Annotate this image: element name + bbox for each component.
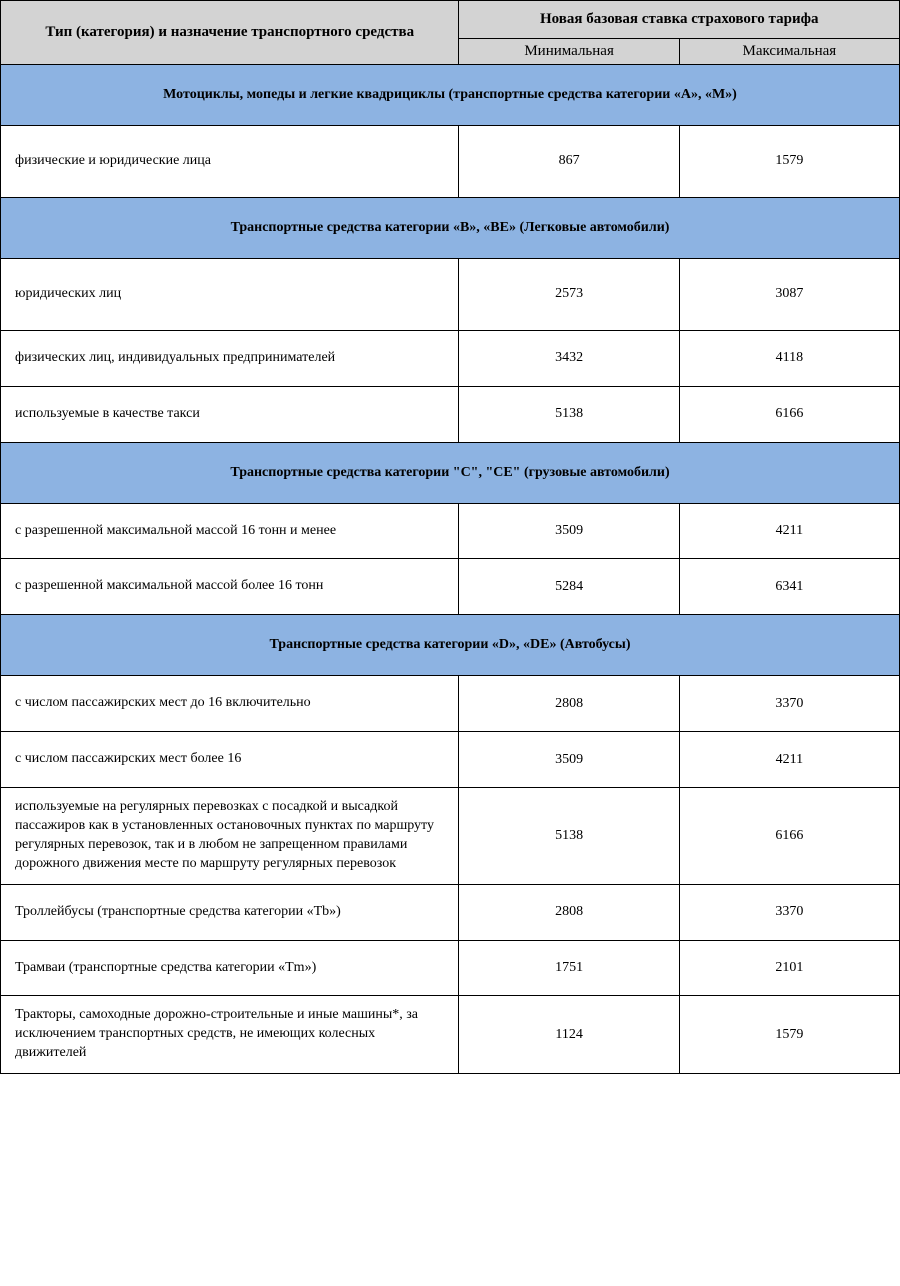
table-row: юридических лиц25733087	[1, 258, 900, 330]
row-label: юридических лиц	[1, 258, 459, 330]
section-title: Транспортные средства категории "С", "СЕ…	[1, 442, 900, 503]
table-row: с числом пассажирских мест до 16 включит…	[1, 676, 900, 732]
table-row: с разрешенной максимальной массой 16 тон…	[1, 503, 900, 559]
row-label: используемые на регулярных перевозках с …	[1, 788, 459, 885]
table-row: используемые в качестве такси51386166	[1, 386, 900, 442]
row-label: Тракторы, самоходные дорожно-строительны…	[1, 996, 459, 1074]
header-type: Тип (категория) и назначение транспортно…	[1, 1, 459, 65]
table-row: Трамваи (транспортные средства категории…	[1, 940, 900, 996]
row-label: с числом пассажирских мест до 16 включит…	[1, 676, 459, 732]
row-min: 5138	[459, 788, 679, 885]
row-max: 4118	[679, 330, 899, 386]
row-max: 3370	[679, 884, 899, 940]
tariff-table: Тип (категория) и назначение транспортно…	[0, 0, 900, 1074]
table-row: физических лиц, индивидуальных предприни…	[1, 330, 900, 386]
section-title: Транспортные средства категории «D», «DE…	[1, 615, 900, 676]
row-min: 2808	[459, 884, 679, 940]
header-rate: Новая базовая ставка страхового тарифа	[459, 1, 900, 39]
row-max: 3087	[679, 258, 899, 330]
row-max: 6341	[679, 559, 899, 615]
row-label: с числом пассажирских мест более 16	[1, 732, 459, 788]
section-row: Транспортные средства категории «D», «DE…	[1, 615, 900, 676]
row-max: 4211	[679, 503, 899, 559]
row-max: 3370	[679, 676, 899, 732]
row-max: 2101	[679, 940, 899, 996]
row-label: используемые в качестве такси	[1, 386, 459, 442]
row-min: 1124	[459, 996, 679, 1074]
section-row: Транспортные средства категории "С", "СЕ…	[1, 442, 900, 503]
row-label: Трамваи (транспортные средства категории…	[1, 940, 459, 996]
table-row: физические и юридические лица8671579	[1, 126, 900, 198]
table-row: используемые на регулярных перевозках с …	[1, 788, 900, 885]
row-min: 1751	[459, 940, 679, 996]
row-min: 5284	[459, 559, 679, 615]
row-label: с разрешенной максимальной массой более …	[1, 559, 459, 615]
row-min: 3432	[459, 330, 679, 386]
table-row: с разрешенной максимальной массой более …	[1, 559, 900, 615]
row-max: 1579	[679, 996, 899, 1074]
header-max: Максимальная	[679, 39, 899, 65]
row-min: 3509	[459, 732, 679, 788]
row-min: 2808	[459, 676, 679, 732]
section-row: Мотоциклы, мопеды и легкие квадрициклы (…	[1, 65, 900, 126]
row-max: 6166	[679, 386, 899, 442]
row-min: 5138	[459, 386, 679, 442]
section-title: Транспортные средства категории «В», «ВЕ…	[1, 197, 900, 258]
section-row: Транспортные средства категории «В», «ВЕ…	[1, 197, 900, 258]
row-label: физические и юридические лица	[1, 126, 459, 198]
row-label: с разрешенной максимальной массой 16 тон…	[1, 503, 459, 559]
table-row: с числом пассажирских мест более 1635094…	[1, 732, 900, 788]
section-title: Мотоциклы, мопеды и легкие квадрициклы (…	[1, 65, 900, 126]
row-min: 3509	[459, 503, 679, 559]
header-row-1: Тип (категория) и назначение транспортно…	[1, 1, 900, 39]
table-row: Троллейбусы (транспортные средства катег…	[1, 884, 900, 940]
row-label: Троллейбусы (транспортные средства катег…	[1, 884, 459, 940]
table-row: Тракторы, самоходные дорожно-строительны…	[1, 996, 900, 1074]
row-min: 867	[459, 126, 679, 198]
row-max: 4211	[679, 732, 899, 788]
row-max: 6166	[679, 788, 899, 885]
header-min: Минимальная	[459, 39, 679, 65]
row-min: 2573	[459, 258, 679, 330]
row-max: 1579	[679, 126, 899, 198]
tariff-body: Мотоциклы, мопеды и легкие квадрициклы (…	[1, 65, 900, 1074]
row-label: физических лиц, индивидуальных предприни…	[1, 330, 459, 386]
